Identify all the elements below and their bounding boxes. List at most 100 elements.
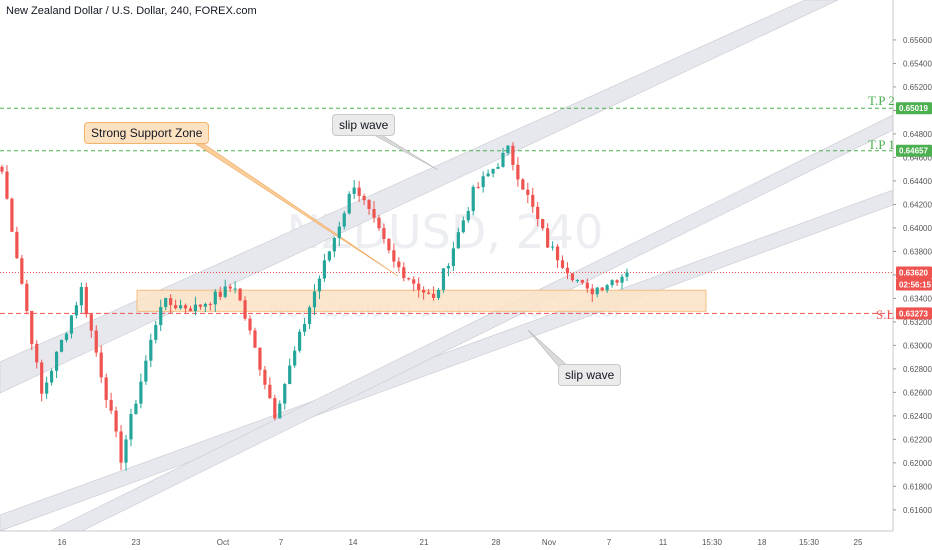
candle-body — [412, 279, 416, 284]
candle-body — [372, 209, 376, 218]
candle-body — [407, 278, 411, 280]
price-tick-label: 0.65200 — [903, 83, 932, 92]
candle-body — [521, 179, 525, 190]
slip-wave-label-bottom[interactable]: slip wave — [558, 364, 622, 386]
candle-body — [129, 414, 133, 440]
candle-body — [139, 381, 143, 404]
price-tick-label: 0.63000 — [903, 341, 932, 350]
candle-body — [178, 305, 183, 309]
chart-title: New Zealand Dollar / U.S. Dollar, 240, F… — [6, 5, 257, 17]
candle-body — [228, 286, 232, 289]
candle-body — [243, 300, 247, 319]
candle-body — [546, 228, 550, 248]
price-tick-label: 0.65400 — [903, 59, 932, 68]
candle-body — [203, 303, 207, 307]
candle-body — [20, 258, 24, 284]
bar-countdown-tag — [896, 278, 932, 291]
candle-body — [417, 283, 421, 290]
time-tick-label: 23 — [132, 538, 141, 547]
candle-body — [5, 171, 9, 199]
time-tick-label: 7 — [607, 538, 612, 547]
time-tick-label: 11 — [659, 538, 668, 547]
candle-body — [188, 308, 193, 312]
candle-body — [64, 333, 69, 341]
support-callout-pointer — [194, 143, 399, 277]
candle-body — [283, 384, 287, 404]
candle-body — [238, 288, 242, 301]
parallel-channels[interactable] — [0, 0, 894, 532]
annotation-pointers — [194, 133, 571, 369]
candle-body — [169, 298, 173, 306]
candle-body — [84, 286, 88, 315]
candle-body — [302, 323, 307, 332]
candle-body — [198, 304, 203, 307]
price-tick-label: 0.62800 — [903, 365, 932, 374]
candle-body — [10, 198, 14, 232]
strong-support-zone-label[interactable]: Strong Support Zone — [84, 122, 210, 144]
price-tick-label: 0.62600 — [903, 388, 932, 397]
candle-body — [30, 310, 34, 344]
channel-band-1 — [0, 0, 839, 394]
candle-body — [159, 306, 163, 326]
candle-body — [337, 226, 341, 239]
price-tick-label: 0.64600 — [903, 153, 932, 162]
candle-body — [426, 292, 431, 294]
candle-body — [263, 369, 267, 385]
candle-body — [99, 352, 103, 378]
candle-body — [352, 187, 356, 194]
candle-body — [293, 350, 297, 366]
candle-body — [615, 280, 619, 283]
candlesticks — [0, 142, 629, 471]
candle-body — [570, 273, 575, 281]
support-zone-rectangle[interactable] — [136, 289, 707, 312]
candle-body — [456, 232, 460, 249]
candle-body — [59, 340, 64, 352]
level-lines[interactable] — [0, 107, 893, 314]
price-tick-label: 0.65600 — [903, 36, 932, 45]
candle-body — [585, 282, 589, 289]
candle-body — [183, 305, 188, 309]
candle-body — [94, 330, 98, 353]
candle-body — [312, 291, 317, 308]
time-axis[interactable]: 16 23 Oct 7 14 21 28 Nov 7 11 15:30 18 15:30 25 — [0, 530, 893, 547]
candle-body — [506, 145, 510, 153]
candle-body — [0, 166, 4, 172]
candle-body — [590, 288, 594, 295]
candle-body — [273, 398, 277, 419]
candle-body — [298, 331, 302, 351]
take-profit-2-tag — [896, 102, 932, 115]
candle-body — [501, 152, 505, 167]
candle-body — [208, 303, 212, 305]
candle-body — [288, 365, 292, 385]
slip-wave-bottom-pointer — [527, 329, 571, 369]
stop-loss-label: S.L — [876, 307, 895, 322]
candle-body — [268, 384, 272, 399]
time-tick-label: Oct — [217, 538, 230, 547]
candle-body — [526, 189, 530, 195]
price-axis[interactable]: 0.656000.654000.652000.650000.648000.646… — [892, 0, 932, 531]
candle-body — [466, 210, 470, 221]
candle-body — [74, 305, 79, 316]
candle-body — [327, 251, 331, 261]
slip-wave-label-top[interactable]: slip wave — [332, 114, 396, 136]
stop-loss-tag-text: 0.63273 — [899, 309, 928, 318]
candle-body — [471, 186, 475, 211]
candle-body — [104, 377, 108, 401]
price-axis-tags: 0.65019 0.64657 0.63620 02:56:15 0.63273 — [896, 102, 932, 320]
candle-body — [402, 267, 406, 279]
candle-body — [233, 288, 237, 290]
candle-body — [481, 176, 485, 188]
candle-body — [278, 403, 282, 419]
candle-body — [213, 291, 217, 305]
price-tick-label: 0.63400 — [903, 294, 932, 303]
candle-body — [35, 343, 39, 363]
candle-body — [392, 250, 396, 262]
candle-body — [446, 266, 451, 269]
candle-body — [347, 193, 351, 214]
candle-body — [193, 304, 198, 312]
candle-body — [441, 268, 446, 290]
candle-body — [248, 318, 252, 331]
candle-body — [332, 238, 336, 252]
price-tick-label: 0.62200 — [903, 435, 932, 444]
